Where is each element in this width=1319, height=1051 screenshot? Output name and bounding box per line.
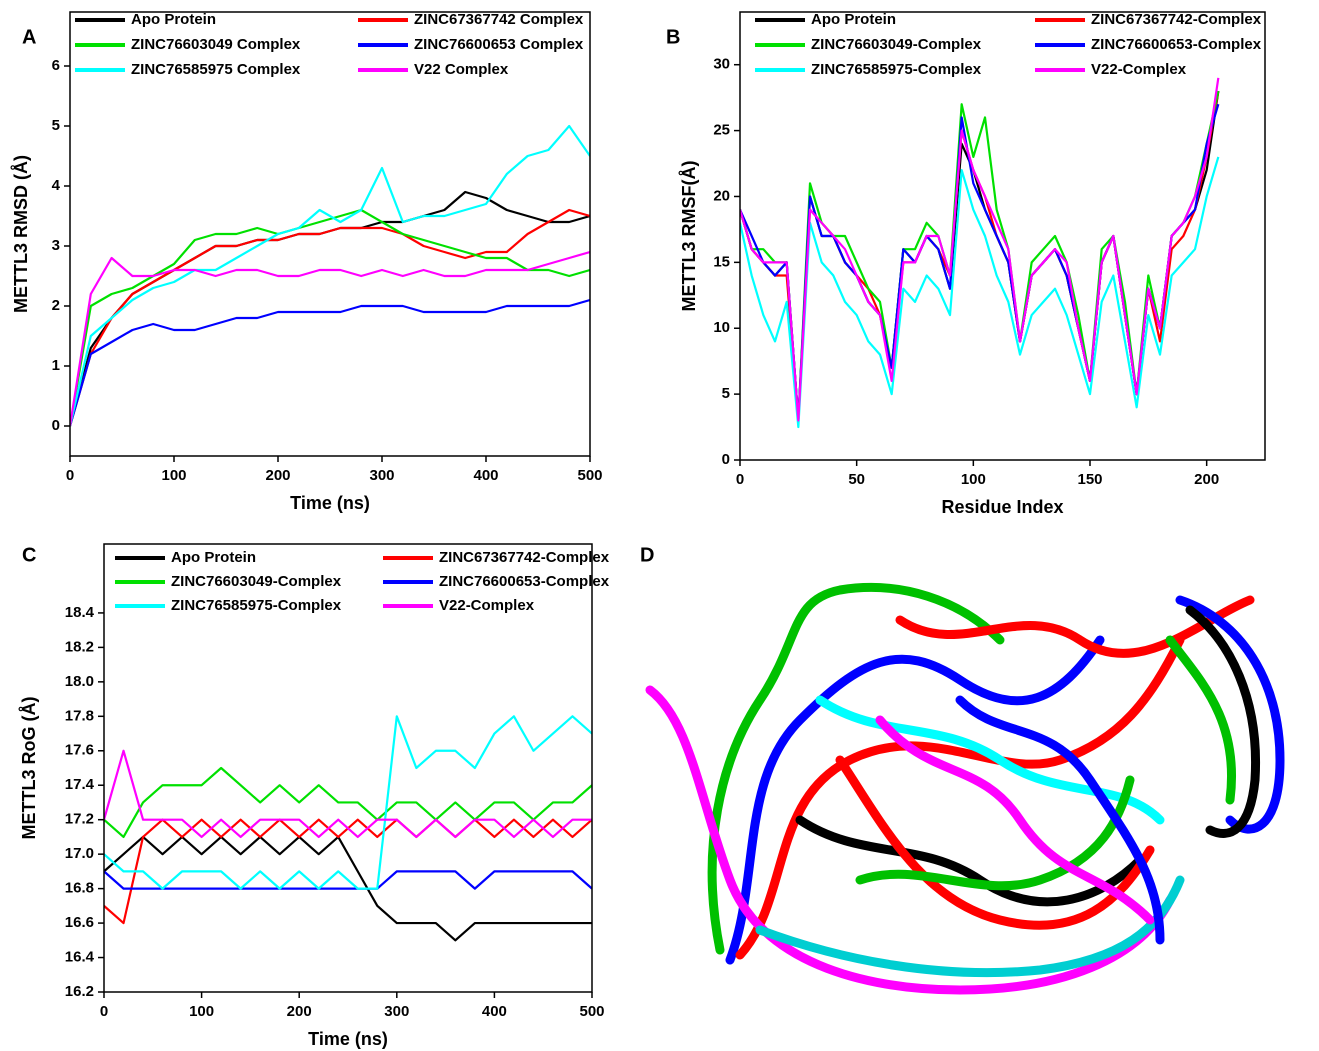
y-tick-label: 5 (52, 117, 60, 134)
y-tick-label: 16.8 (65, 880, 94, 897)
x-tick-label: 0 (100, 1003, 108, 1020)
legend-label: ZINC67367742-Complex (439, 549, 610, 566)
data-line (740, 77, 1220, 422)
y-tick-label: 17.0 (65, 845, 94, 862)
x-tick-label: 100 (961, 471, 986, 488)
legend-label: V22 Complex (414, 61, 509, 78)
y-tick-label: 17.6 (65, 742, 94, 759)
y-tick-label: 20 (713, 187, 730, 204)
data-line (740, 103, 1220, 422)
chart-panel: 0 50 100 150 200 0 5 10 15 20 25 30 Residue Index MET… (666, 11, 1266, 517)
x-tick-label: 0 (66, 467, 74, 484)
y-tick-label: 0 (52, 417, 60, 434)
panel-label: A (22, 26, 36, 48)
y-axis-title: METTL3 RMSD (Å) (11, 155, 31, 313)
data-line (70, 124, 590, 427)
panel-label: C (22, 544, 36, 566)
legend-label: ZINC76600653 Complex (414, 36, 584, 53)
legend-label: V22-Complex (439, 597, 535, 614)
data-line (70, 190, 590, 427)
y-tick-label: 3 (52, 237, 60, 254)
panel-label: B (666, 26, 680, 48)
x-axis-title: Residue Index (941, 497, 1063, 517)
panel-label: D (640, 544, 654, 566)
legend-label: Apo Protein (131, 11, 216, 28)
y-tick-label: 5 (722, 385, 730, 402)
x-tick-label: 0 (736, 471, 744, 488)
y-tick-label: 0 (722, 451, 730, 468)
chart-panel: 0 100 200 300 400 500 16.2 16.4 16.6 16.8 17.0 17.2… (19, 543, 610, 1049)
y-tick-label: 17.2 (65, 811, 94, 828)
x-tick-label: 200 (287, 1003, 312, 1020)
data-line (104, 835, 592, 942)
y-tick-label: 15 (713, 253, 730, 270)
legend-label: ZINC76585975-Complex (811, 61, 982, 78)
y-tick-label: 1 (52, 357, 60, 374)
y-tick-label: 6 (52, 57, 60, 74)
x-tick-label: 200 (1194, 471, 1219, 488)
y-tick-label: 18.4 (65, 604, 95, 621)
legend-label: V22-Complex (1091, 61, 1187, 78)
y-tick-label: 16.2 (65, 983, 94, 1000)
y-axis-title: METTL3 RoG (Å) (19, 697, 39, 840)
y-tick-label: 18.0 (65, 673, 94, 690)
y-tick-label: 16.6 (65, 914, 94, 931)
y-tick-label: 4 (52, 177, 61, 194)
x-tick-label: 150 (1077, 471, 1102, 488)
y-tick-label: 17.4 (65, 776, 95, 793)
plot-area (70, 124, 590, 427)
legend-label: ZINC76600653-Complex (1091, 36, 1262, 53)
x-tick-label: 50 (848, 471, 865, 488)
legend-label: Apo Protein (171, 549, 256, 566)
plot-area (104, 715, 592, 942)
y-tick-label: 30 (713, 56, 730, 73)
protein-structure (645, 583, 1285, 995)
y-tick-label: 10 (713, 319, 730, 336)
legend-label: ZINC67367742-Complex (1091, 11, 1262, 28)
data-line (740, 90, 1220, 422)
x-tick-label: 500 (579, 1003, 604, 1020)
data-line (70, 250, 590, 427)
chart-panel: 0 100 200 300 400 500 0 1 2 3 4 5 6 Time (ns) METTL3 R… (11, 11, 603, 513)
legend-label: ZINC76585975 Complex (131, 61, 301, 78)
x-tick-label: 400 (473, 467, 498, 484)
x-tick-label: 300 (384, 1003, 409, 1020)
legend-label: ZINC76603049-Complex (811, 36, 982, 53)
x-axis-title: Time (ns) (290, 493, 370, 513)
x-tick-label: 300 (369, 467, 394, 484)
x-tick-label: 100 (189, 1003, 214, 1020)
plot-frame (739, 11, 1266, 461)
legend-label: ZINC67367742 Complex (414, 11, 584, 28)
y-tick-label: 17.8 (65, 707, 94, 724)
x-tick-label: 400 (482, 1003, 507, 1020)
y-tick-label: 18.2 (65, 638, 94, 655)
plot-area (740, 77, 1220, 429)
x-tick-label: 100 (161, 467, 186, 484)
data-line (104, 766, 592, 839)
legend-label: ZINC76603049 Complex (131, 36, 301, 53)
x-tick-label: 500 (577, 467, 602, 484)
data-line (104, 749, 592, 839)
data-line (70, 208, 590, 427)
y-axis-title: METTL3 RMSF(Å) (679, 161, 699, 312)
data-line (70, 208, 590, 427)
x-tick-label: 200 (265, 467, 290, 484)
data-line (104, 715, 592, 890)
data-line (104, 870, 592, 890)
data-line (740, 156, 1220, 429)
y-tick-label: 25 (713, 122, 730, 139)
legend-label: ZINC76585975-Complex (171, 597, 342, 614)
x-axis-title: Time (ns) (308, 1029, 388, 1049)
legend-label: Apo Protein (811, 11, 896, 28)
legend-label: ZINC76600653-Complex (439, 573, 610, 590)
plot-frame (103, 543, 593, 993)
y-tick-label: 2 (52, 297, 60, 314)
plot-frame (69, 11, 591, 457)
legend-label: ZINC76603049-Complex (171, 573, 342, 590)
y-tick-label: 16.4 (65, 949, 95, 966)
data-line (70, 298, 590, 427)
